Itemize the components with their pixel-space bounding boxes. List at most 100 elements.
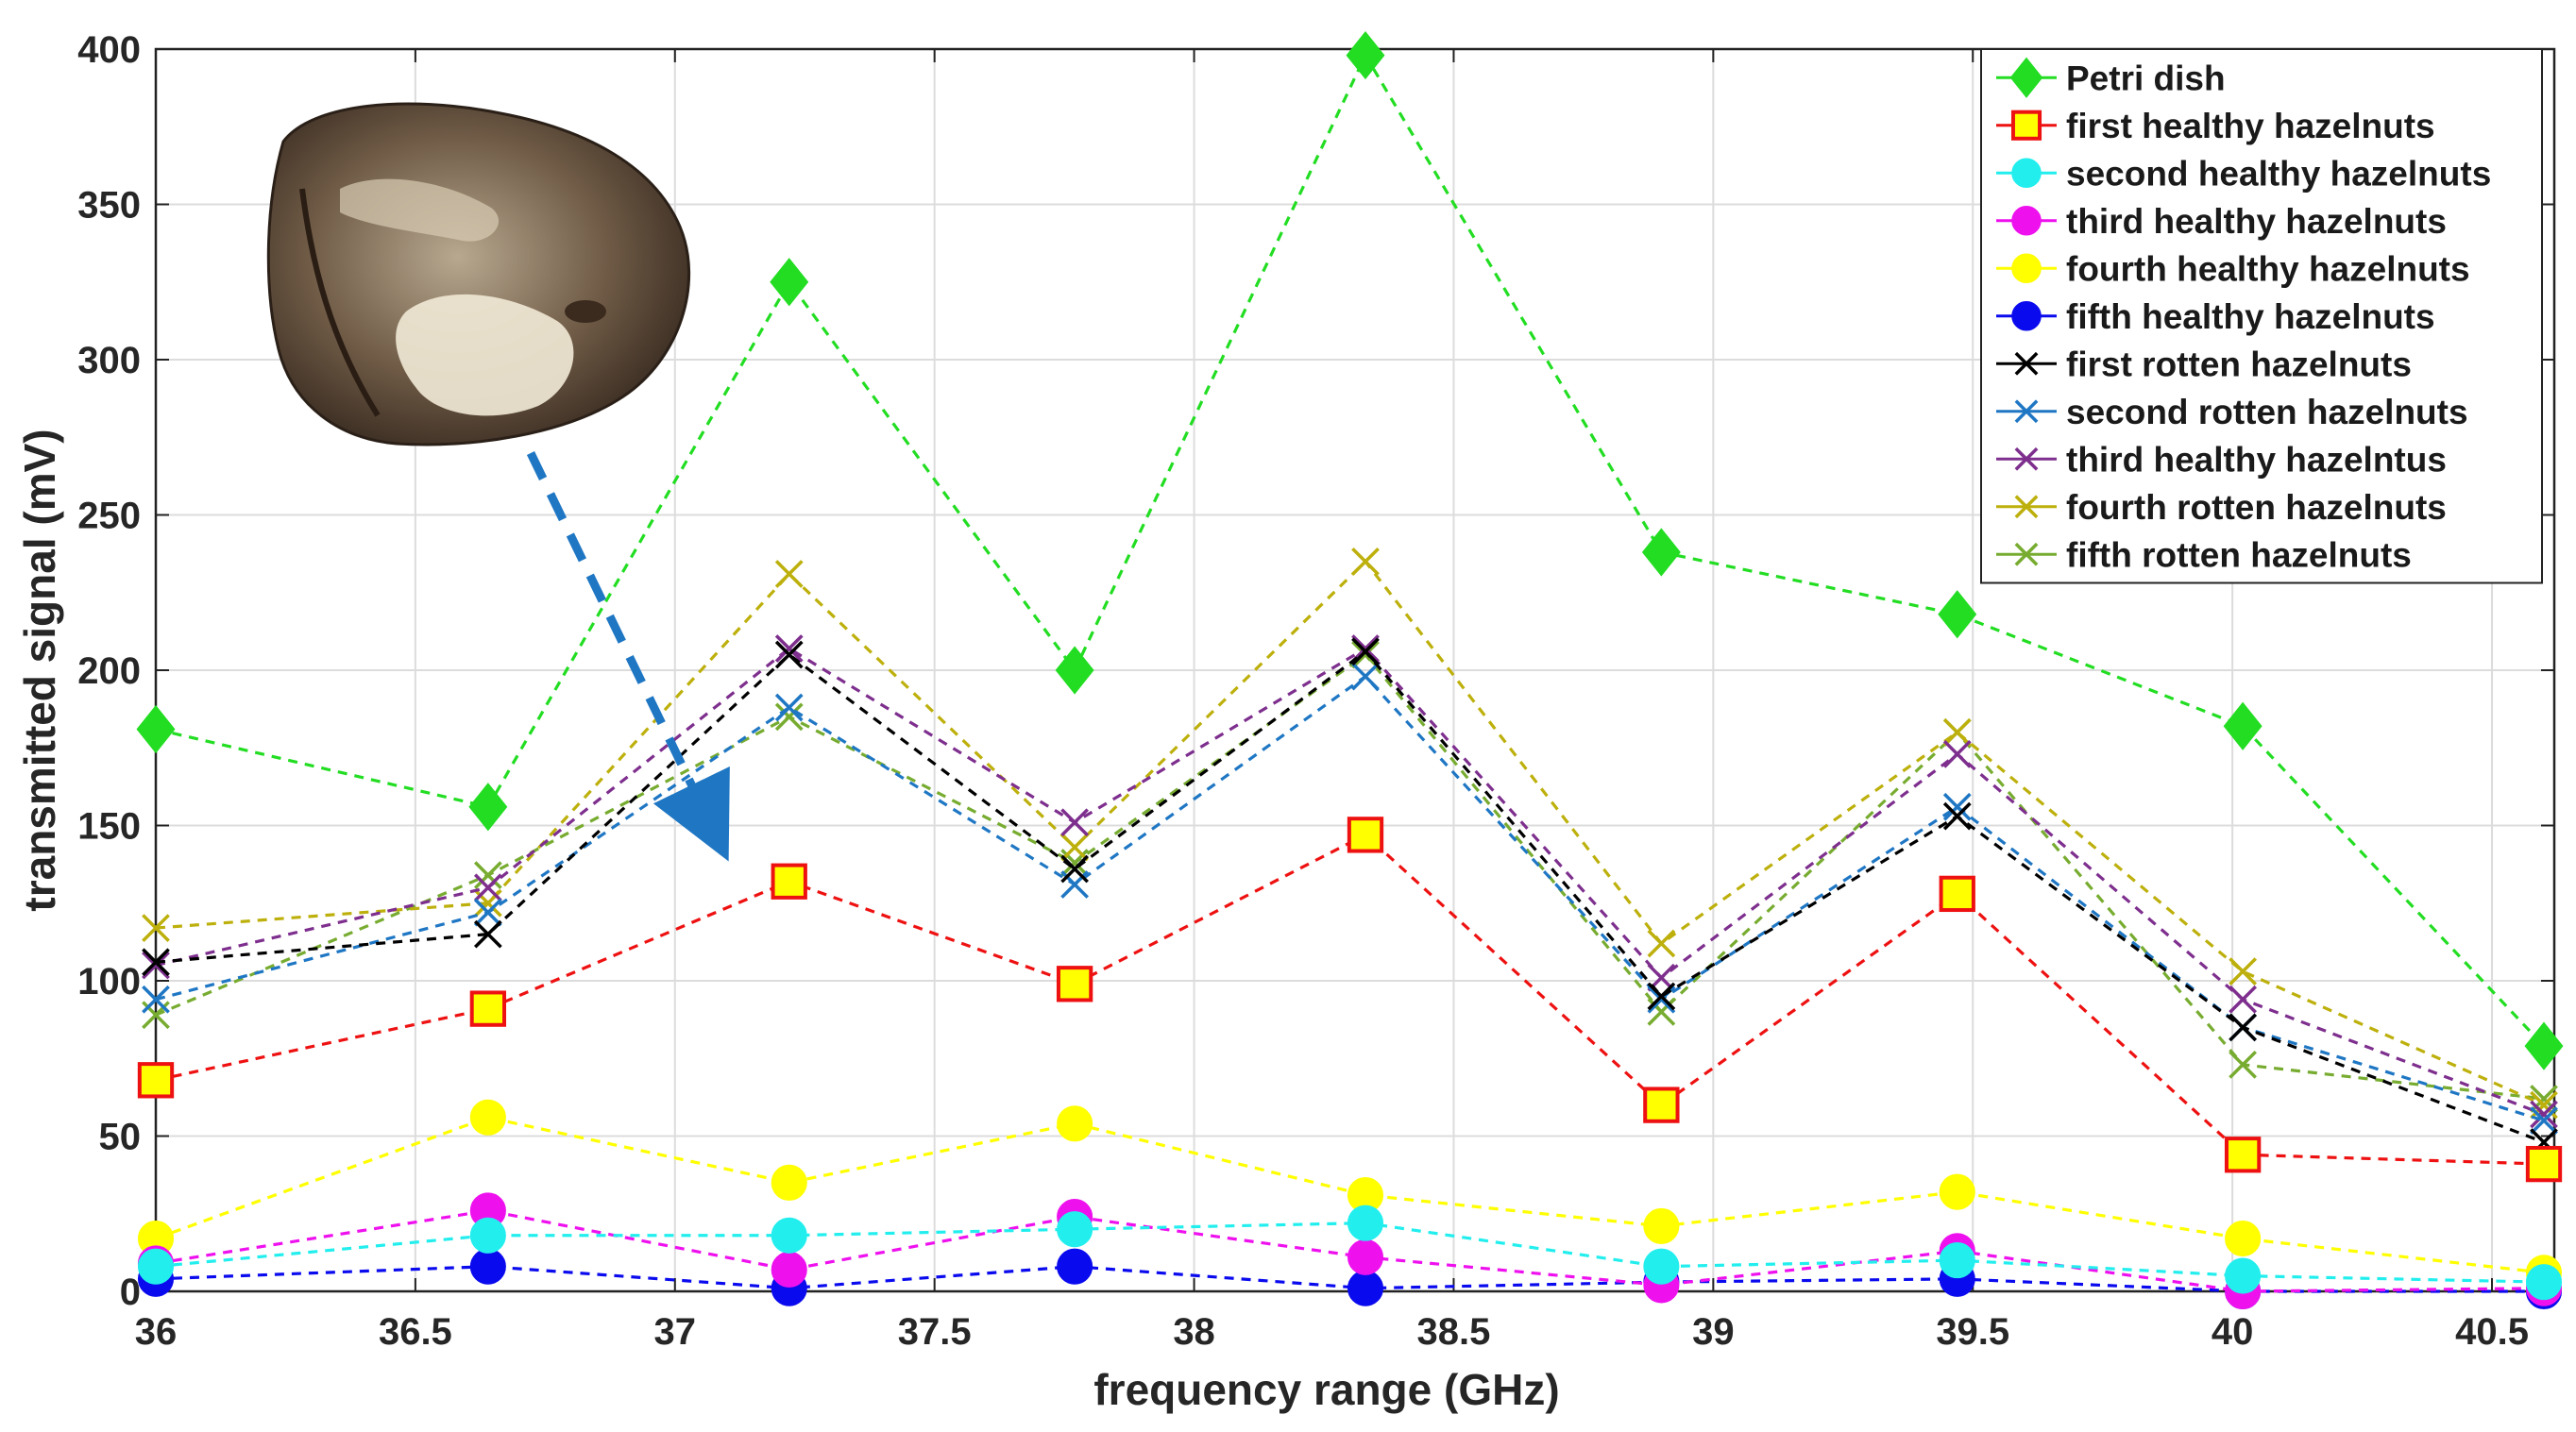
legend-marker [2014,399,2039,424]
legend-label: second rotten hazelnuts [2066,393,2468,431]
data-point [142,914,170,942]
legend-marker [2014,495,2039,519]
data-point [774,702,804,732]
data-point [771,863,807,900]
x-tick-label: 36 [135,1311,178,1353]
legend-item: third healthy hazelnuts [1996,202,2447,241]
data-point [1347,1205,1384,1241]
y-tick-label: 150 [77,806,141,848]
y-tick-label: 250 [77,496,141,537]
legend-marker [2010,110,2042,141]
data-point [1346,30,1385,80]
series-line [155,674,2545,1122]
series-line [155,649,2545,1144]
data-point [1641,528,1681,577]
hazelnut-dark-seam [299,188,381,417]
legend-marker [2011,253,2042,284]
x-tick-label: 40 [2212,1311,2254,1353]
data-point [1643,1087,1680,1123]
x-tick-label: 39.5 [1936,1311,2009,1353]
data-point [2229,1013,2258,1042]
data-point [1643,1207,1680,1244]
series-layer [136,30,2564,1310]
series-first-rotten-hazelnuts [142,637,2558,1156]
legend-marker [2009,57,2043,98]
y-axis-label: transmitted signal (mV) [15,429,64,911]
data-point [771,1251,807,1289]
data-point [1942,792,1972,821]
series-second-rotten-hazelnuts [142,662,2558,1135]
data-point [469,1248,506,1285]
data-point [1939,1173,1975,1210]
legend-label: first healthy hazelnuts [2066,107,2435,145]
series-first-healthy-hazelnuts [137,817,2563,1183]
data-point [774,560,804,588]
data-point [469,1099,506,1136]
data-point [1056,966,1093,1002]
x-tick-label: 38.5 [1417,1311,1491,1353]
data-point [2225,1221,2262,1257]
data-point [774,693,804,722]
series-fifth-rotten-hazelnuts [142,640,2558,1113]
legend-item: fourth rotten hazelnuts [1996,488,2447,527]
legend-marker [2011,300,2042,331]
series-line [155,652,2545,1101]
data-point [2525,1264,2563,1301]
x-tick-label: 37 [654,1311,697,1353]
legend-marker [2014,351,2039,376]
data-point [1347,1270,1384,1306]
legend-marker [2014,446,2039,471]
data-point [1060,808,1089,837]
x-tick-label: 39 [1692,1311,1735,1353]
legend: Petri dish first healthy hazelnuts second … [1980,48,2543,584]
hazelnut-hole [565,300,606,323]
data-point [142,951,170,980]
data-point [1055,646,1094,695]
data-point [136,704,176,754]
legend-item: third healthy hazelntus [1996,440,2447,479]
hazelnut-mold-patch [396,294,574,416]
legend-item: fifth rotten hazelnuts [1996,535,2412,574]
x-tick-label: 38 [1173,1311,1215,1353]
data-point [2530,1100,2558,1129]
y-tick-label: 100 [77,961,141,1002]
legend-item: second healthy hazelnuts [1996,154,2491,193]
data-point [1351,637,1380,666]
data-point [1647,982,1676,1011]
data-point [1942,717,1972,747]
legend-item: first healthy hazelnuts [1996,107,2435,145]
legend-marker [2011,158,2042,189]
data-point [2223,701,2262,750]
data-point [1347,1238,1384,1275]
data-point [1060,854,1089,884]
data-point [774,640,804,669]
data-point [1939,1242,1975,1279]
data-point [469,990,507,1027]
data-point [1351,547,1380,576]
data-point [1939,875,1975,913]
legend-label: second healthy hazelnuts [2066,154,2491,193]
legend-box [1980,48,2543,584]
data-point [2525,1145,2563,1183]
data-point [1647,929,1676,958]
legend-label: fifth healthy hazelnuts [2066,297,2435,336]
data-point [1060,870,1089,899]
x-axis-label: frequency range (GHz) [1093,1365,1559,1414]
legend-label: fifth rotten hazelnuts [2066,535,2412,574]
legend-label: fourth rotten hazelnuts [2066,488,2447,527]
data-point [142,985,170,1014]
legend-marker [2014,542,2039,566]
data-point [1647,998,1676,1026]
data-point [1351,662,1380,691]
legend-item: fifth healthy hazelnuts [1996,297,2435,336]
legend-item: first rotten hazelnuts [1996,345,2412,383]
y-tick-label: 400 [77,29,141,71]
series-second-healthy-hazelnuts [137,1205,2563,1301]
legend-item: fourth healthy hazelnuts [1996,249,2470,288]
data-point [771,1217,807,1254]
x-tick-label: 37.5 [898,1311,972,1353]
legend-label: third healthy hazelnuts [2066,202,2447,241]
data-point [770,258,809,307]
